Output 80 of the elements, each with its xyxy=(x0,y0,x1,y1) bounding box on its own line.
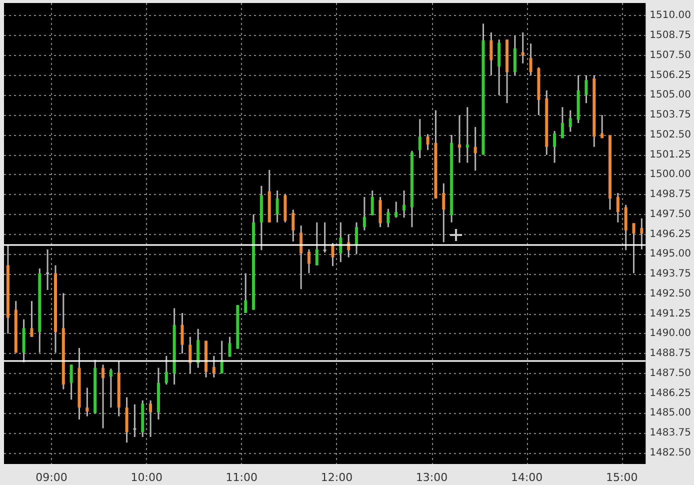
candlestick xyxy=(600,114,604,139)
y-tick-label: 1488.75 xyxy=(650,348,692,360)
candlestick xyxy=(86,386,89,418)
candlestick xyxy=(307,248,310,274)
candlestick xyxy=(212,355,216,378)
y-tick-label: 1492.50 xyxy=(650,288,692,300)
candlestick xyxy=(521,32,524,64)
candlestick xyxy=(315,222,318,266)
candlestick xyxy=(418,118,422,159)
candlestick xyxy=(370,190,374,216)
candlestick xyxy=(102,364,105,429)
candlestick xyxy=(276,190,279,224)
candlestick xyxy=(402,190,406,218)
candlestick xyxy=(339,222,342,263)
candlestick xyxy=(133,404,136,438)
candlestick xyxy=(188,336,192,374)
y-tick-label: 1491.25 xyxy=(650,308,692,320)
candlestick xyxy=(196,328,200,369)
y-tick-label: 1482.50 xyxy=(650,447,692,458)
candlestick xyxy=(149,400,152,438)
candlestick xyxy=(466,106,469,164)
x-tick-label: 09:00 xyxy=(36,471,68,484)
candlestick xyxy=(164,355,168,386)
y-tick-label: 1503.75 xyxy=(650,110,692,121)
y-tick-label: 1505.00 xyxy=(650,90,692,101)
y-tick-label: 1506.25 xyxy=(650,70,692,81)
x-tick-label: 10:00 xyxy=(130,471,162,484)
y-tick-label: 1487.50 xyxy=(650,368,692,379)
candlestick xyxy=(458,114,461,164)
candlestick xyxy=(584,74,588,104)
y-tick-label: 1507.50 xyxy=(650,50,692,61)
candlestick xyxy=(632,222,636,274)
x-tick-label: 14:00 xyxy=(510,471,543,484)
candlestick xyxy=(355,222,358,255)
candlestick xyxy=(442,182,446,243)
candlestick xyxy=(228,336,232,358)
candlestick xyxy=(70,364,73,400)
candlestick xyxy=(180,312,184,354)
x-tick-label: 13:00 xyxy=(416,471,448,484)
y-tick-label: 1495.00 xyxy=(650,248,692,260)
candlestick xyxy=(362,196,366,232)
candlestick xyxy=(386,208,390,228)
candlestick xyxy=(640,218,644,250)
x-tick-label: 11:00 xyxy=(226,471,258,484)
y-tick-label: 1510.00 xyxy=(650,10,692,22)
candlestick xyxy=(244,272,248,314)
x-tick-label: 12:00 xyxy=(320,471,353,484)
y-tick-label: 1485.00 xyxy=(650,408,692,419)
candlestick xyxy=(426,133,430,151)
y-tick-label: 1502.50 xyxy=(650,129,692,140)
x-tick-label: 15:00 xyxy=(606,471,638,484)
candlestick xyxy=(30,300,34,338)
candlestick xyxy=(624,204,628,251)
candlestick xyxy=(513,34,516,76)
candlestick xyxy=(560,106,564,139)
y-tick-label: 1496.25 xyxy=(650,228,692,240)
candlestick xyxy=(474,126,477,172)
candlestick xyxy=(323,222,326,254)
candlestick xyxy=(553,130,556,164)
y-tick-label: 1508.75 xyxy=(650,30,692,42)
candlestick xyxy=(292,208,295,242)
candlestick xyxy=(616,192,620,224)
candlestick xyxy=(490,32,493,76)
candlestick xyxy=(300,224,303,290)
y-tick-label: 1490.00 xyxy=(650,328,692,340)
candlestick xyxy=(331,242,334,267)
candlestick xyxy=(394,200,398,218)
y-tick-label: 1497.50 xyxy=(650,208,692,220)
candlestick xyxy=(109,368,112,408)
y-tick-label: 1483.75 xyxy=(650,428,692,438)
y-tick-label: 1498.75 xyxy=(650,189,692,200)
candlestick xyxy=(46,248,50,291)
candlestick xyxy=(568,110,572,133)
y-tick-label: 1501.25 xyxy=(650,149,692,160)
candlestick xyxy=(498,38,501,96)
y-tick-label: 1493.75 xyxy=(650,268,692,280)
candlestick xyxy=(378,196,382,228)
y-tick-label: 1500.00 xyxy=(650,169,692,180)
candlestick xyxy=(529,42,532,76)
y-tick-label: 1486.25 xyxy=(650,388,692,399)
